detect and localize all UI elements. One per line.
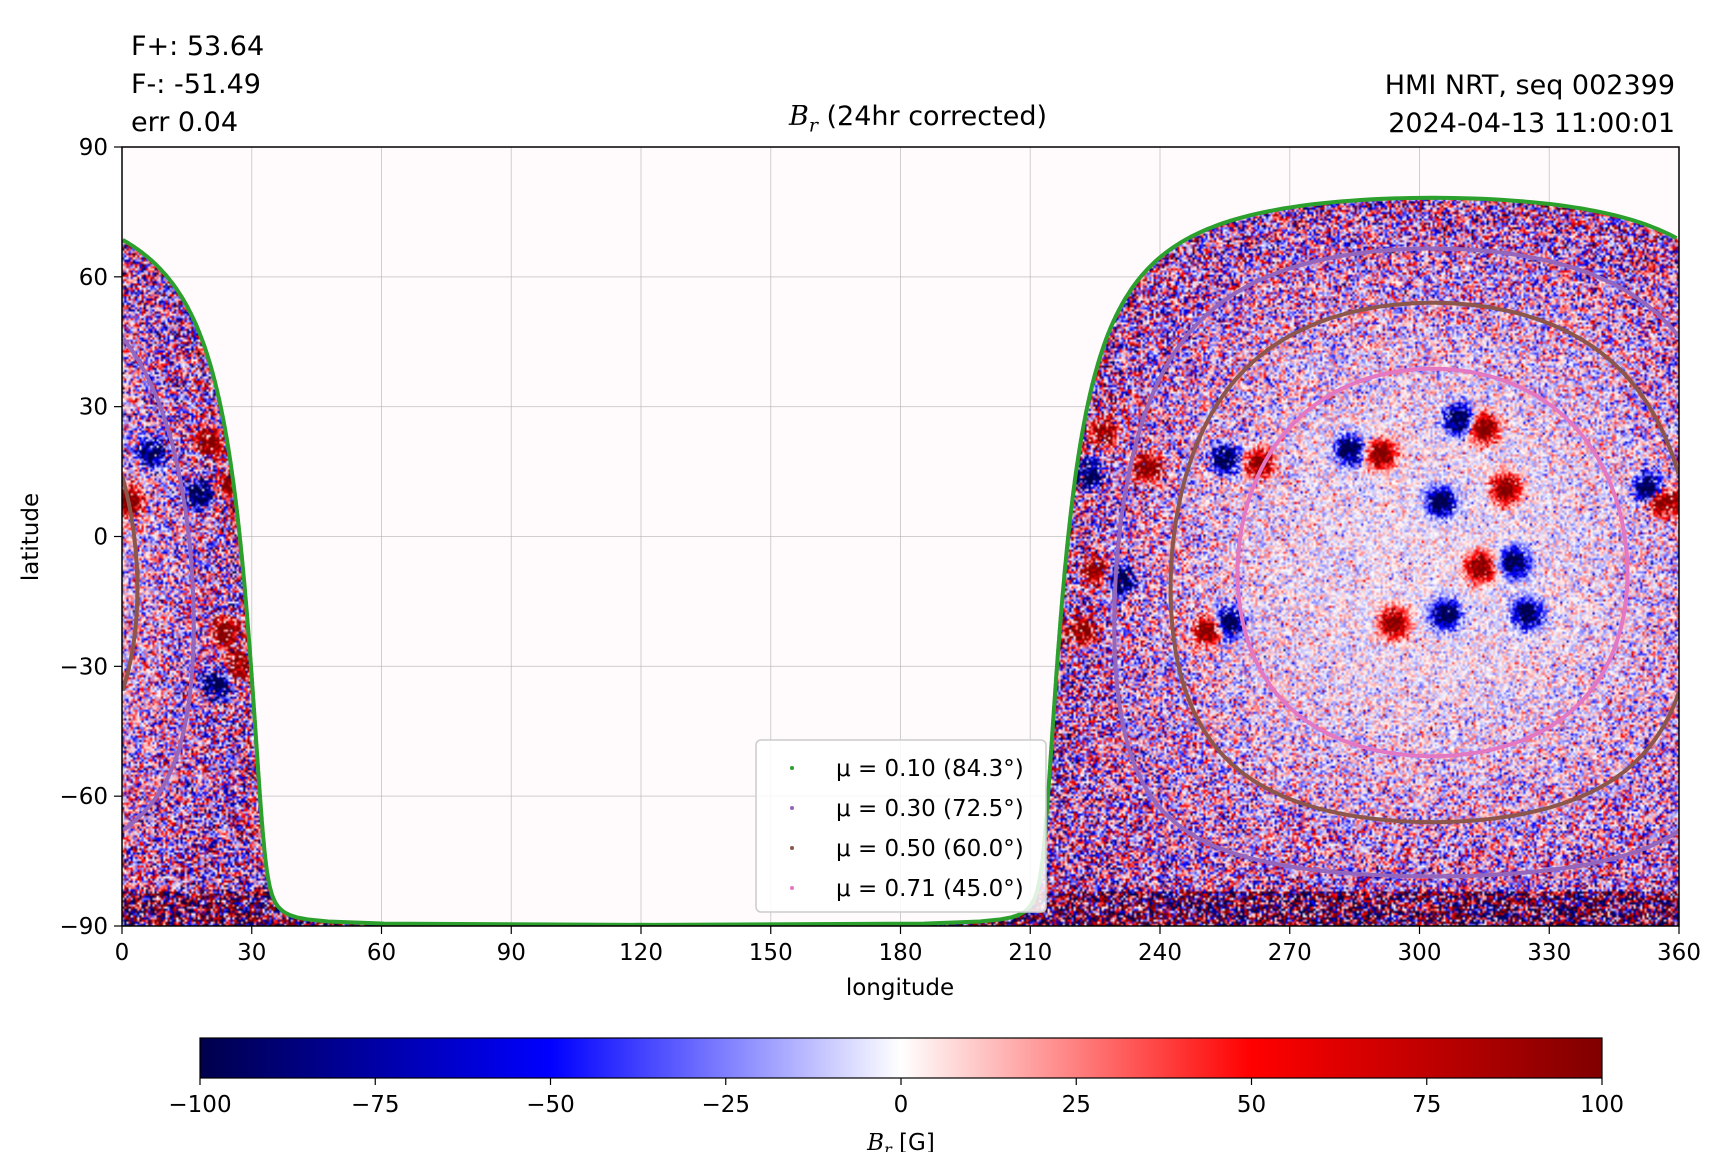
colorbar-tick-label: −100	[168, 1092, 231, 1118]
contour-mu-0.30	[122, 246, 1679, 879]
x-tick-label: 180	[879, 940, 923, 966]
legend-entry: μ = 0.30 (72.5°)	[836, 796, 1024, 822]
legend-entry: μ = 0.10 (84.3°)	[836, 756, 1024, 782]
mu-contours	[122, 195, 1679, 926]
data-source: HMI NRT, seq 002399	[1384, 70, 1675, 101]
x-tick-label: 330	[1527, 940, 1571, 966]
colorbar-tick-label: −75	[351, 1092, 400, 1118]
legend-entry: μ = 0.50 (60.0°)	[836, 836, 1024, 862]
x-axis-ticks: 0 30 60 90 120 150 180 210 240 270 300 330 360	[115, 926, 1701, 966]
colorbar-tick-label: 0	[894, 1092, 909, 1118]
x-tick-label: 300	[1398, 940, 1442, 966]
colorbar-tick-label: −50	[526, 1092, 575, 1118]
y-tick-label: −30	[59, 654, 108, 680]
legend-marker	[790, 806, 794, 810]
x-tick-label: 60	[367, 940, 396, 966]
flux-positive: F+: 53.64	[131, 31, 265, 62]
y-tick-label: 60	[79, 265, 108, 291]
title-symbol: B	[788, 101, 809, 132]
x-tick-label: 0	[115, 940, 130, 966]
colorbar-label-subscript: r	[884, 1140, 893, 1152]
colorbar-tick-label: −25	[701, 1092, 750, 1118]
legend-marker	[790, 886, 794, 890]
x-tick-label: 90	[497, 940, 526, 966]
observation-timestamp: 2024-04-13 11:00:01	[1388, 108, 1675, 139]
x-tick-label: 360	[1657, 940, 1701, 966]
colorbar-tick-label: 100	[1580, 1092, 1624, 1118]
legend: μ = 0.10 (84.3°) μ = 0.30 (72.5°) μ = 0.50…	[755, 739, 1047, 913]
observation-info: HMI NRT, seq 002399 2024-04-13 11:00:01	[1385, 67, 1675, 143]
x-axis-label: longitude	[846, 975, 954, 1001]
chart-title: Br (24hr corrected)	[0, 101, 1728, 136]
x-tick-label: 210	[1008, 940, 1052, 966]
x-tick-label: 150	[749, 940, 793, 966]
title-subscript: r	[808, 114, 818, 137]
colorbar-tick-label: 25	[1062, 1092, 1091, 1118]
y-tick-label: −60	[59, 784, 108, 810]
colorbar-label-symbol: B	[866, 1130, 884, 1152]
legend-entry: μ = 0.71 (45.0°)	[836, 876, 1024, 902]
y-tick-label: 0	[93, 525, 108, 551]
flux-negative: F-: -51.49	[131, 69, 261, 100]
legend-marker	[790, 846, 794, 850]
y-axis-label: latitude	[18, 493, 44, 581]
y-tick-label: 30	[79, 395, 108, 421]
contour-mu-0.50	[122, 300, 1679, 825]
x-tick-label: 120	[619, 940, 663, 966]
x-tick-label: 240	[1138, 940, 1182, 966]
contour-mu-0.71	[1235, 366, 1630, 759]
y-tick-label: 90	[79, 135, 108, 161]
x-tick-label: 270	[1268, 940, 1312, 966]
colorbar-ticks: −100 −75 −50 −25 0 25 50 75 100	[168, 1078, 1624, 1118]
y-tick-label: −90	[59, 914, 108, 940]
colorbar-tick-label: 75	[1412, 1092, 1441, 1118]
legend-box	[755, 739, 1047, 913]
colorbar-label-unit: [G]	[892, 1130, 935, 1152]
y-axis-ticks: −90 −60 −30 0 30 60 90	[59, 135, 122, 940]
title-text: (24hr corrected)	[817, 101, 1048, 132]
colorbar-label: Br [G]	[866, 1130, 935, 1152]
colorbar	[199, 1037, 1603, 1079]
flux-stats: F+: 53.64 F-: -51.49 err 0.04	[131, 28, 264, 142]
flux-error: err 0.04	[131, 107, 239, 138]
x-tick-label: 30	[237, 940, 266, 966]
colorbar-tick-label: 50	[1237, 1092, 1266, 1118]
legend-marker	[790, 766, 794, 770]
